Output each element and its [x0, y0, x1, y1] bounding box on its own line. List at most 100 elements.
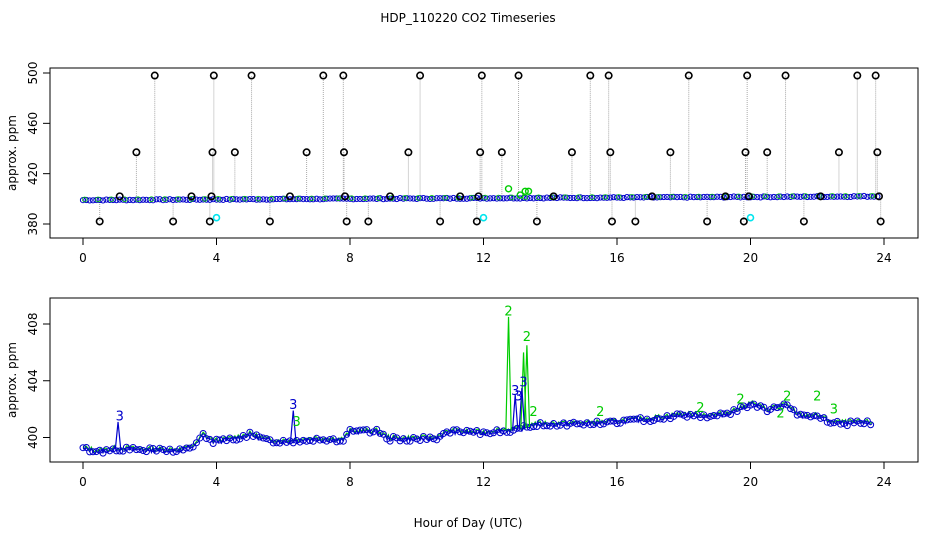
black-point	[472, 217, 481, 226]
baseline-point-green	[228, 195, 235, 202]
baseline-point	[760, 193, 767, 200]
black-point	[606, 148, 615, 157]
series-point	[269, 439, 277, 447]
baseline-point-green	[135, 196, 141, 203]
baseline-point-green	[402, 195, 408, 201]
baseline-point-green	[615, 194, 622, 200]
series-point	[359, 426, 367, 434]
series-point	[676, 410, 684, 418]
series-point	[566, 419, 574, 427]
series-point	[847, 417, 855, 425]
series-point	[336, 437, 344, 445]
series-point	[132, 446, 140, 454]
black-point	[666, 148, 675, 157]
spike-line	[511, 394, 519, 431]
baseline-point-green	[428, 195, 435, 201]
black-point	[871, 71, 880, 80]
spike-line	[523, 345, 531, 428]
baseline-point-green	[362, 195, 368, 201]
series-point	[843, 422, 851, 430]
y-tick-label: 408	[26, 313, 40, 336]
black-point	[477, 71, 486, 80]
series-point	[116, 447, 124, 455]
digit-label: 3	[116, 409, 124, 424]
green-point	[521, 187, 529, 195]
black-point	[247, 71, 256, 80]
series-point	[770, 403, 778, 411]
black-point	[230, 148, 239, 157]
baseline-point	[577, 194, 584, 201]
series-point	[630, 415, 638, 423]
x-tick-label: 16	[609, 475, 624, 489]
x-tick-label: 12	[476, 475, 491, 489]
baseline-point-green	[455, 194, 462, 201]
y-tick-label: 420	[26, 162, 40, 185]
series-point	[710, 412, 718, 420]
series-point	[243, 433, 251, 441]
series-point	[633, 415, 641, 423]
baseline-point-green	[95, 196, 101, 203]
baseline-point	[443, 194, 450, 202]
series-point	[823, 418, 831, 426]
spike-line	[289, 410, 297, 441]
y-tick-label: 460	[26, 112, 40, 135]
baseline-point-green	[562, 194, 569, 200]
series-point	[409, 434, 417, 442]
baseline-point-green	[682, 193, 689, 200]
baseline-point-green	[709, 193, 715, 200]
x-tick-label: 20	[743, 251, 758, 265]
series-point	[89, 448, 97, 456]
series-point	[339, 437, 347, 445]
cyan-point	[479, 213, 488, 222]
baseline-point	[814, 193, 821, 200]
black-point	[364, 217, 373, 226]
baseline-point-green	[789, 193, 796, 199]
series-point	[820, 414, 828, 422]
series-point	[773, 404, 781, 412]
digit-label: 2	[596, 405, 604, 420]
digit-label: 2	[696, 401, 704, 416]
top-y-axis-label: approx. ppm	[5, 115, 19, 191]
series-point	[857, 419, 865, 427]
series-point	[403, 437, 411, 445]
series-point	[680, 411, 688, 419]
series-point	[429, 435, 437, 443]
digit-label: 2	[523, 330, 531, 345]
series-point	[92, 448, 100, 456]
black-point	[834, 148, 843, 157]
black-point	[744, 192, 753, 201]
series-point	[747, 401, 754, 409]
series-point	[623, 416, 631, 424]
black-point	[319, 71, 328, 80]
black-point	[604, 71, 613, 80]
series-point	[526, 423, 534, 431]
series-point	[496, 429, 504, 437]
series-point	[196, 434, 204, 442]
series-point	[219, 435, 227, 443]
digit-label: 2	[813, 390, 821, 405]
y-tick-label: 500	[26, 62, 40, 85]
series-point	[596, 421, 604, 429]
black-point	[514, 71, 523, 80]
series-point	[787, 405, 795, 413]
green-point	[524, 187, 533, 195]
series-point	[82, 443, 90, 451]
series-point	[112, 447, 120, 455]
digit-label: 3	[289, 398, 297, 413]
series-point	[686, 410, 694, 418]
black-point	[607, 217, 616, 226]
series-point	[146, 444, 154, 452]
series-point	[720, 410, 728, 418]
series-point	[760, 403, 768, 411]
baseline-point-green	[749, 193, 755, 200]
series-point	[139, 446, 147, 454]
baseline-point	[670, 193, 677, 200]
black-point	[549, 192, 558, 201]
black-point	[816, 192, 825, 201]
series-point	[202, 435, 210, 443]
baseline-point-green	[175, 196, 181, 202]
series-point	[263, 435, 271, 443]
series-point	[500, 427, 508, 435]
baseline-point-green	[375, 195, 382, 201]
